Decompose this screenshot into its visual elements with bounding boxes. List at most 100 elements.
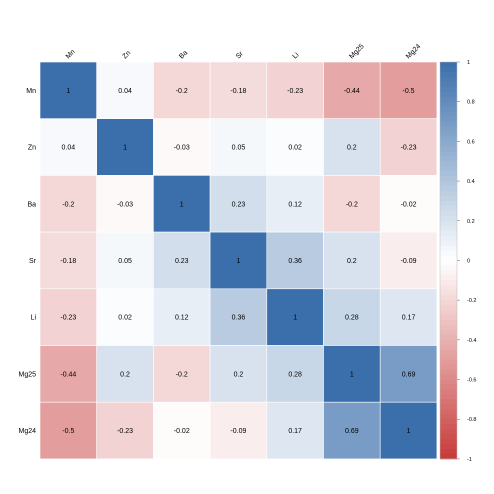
colorbar-segment <box>440 161 457 167</box>
heatmap-cell-ba-ba <box>153 175 211 233</box>
cell-value-label: -0.2 <box>62 201 74 208</box>
heatmap-cell-mg24-ba <box>153 401 211 460</box>
colorbar-segment <box>440 200 457 207</box>
row-label-mg24: Mg24 <box>18 428 36 435</box>
cell-value-label: 0.04 <box>118 88 132 95</box>
colorbar-segment <box>440 394 457 400</box>
colorbar-segment <box>440 225 457 232</box>
colorbar-tick-label: 0.4 <box>467 179 475 185</box>
colorbar-segment <box>440 429 457 435</box>
cell-value-label: 0.2 <box>234 371 244 378</box>
cell-value-label: 0.17 <box>288 428 302 435</box>
colorbar-segment <box>440 186 457 192</box>
colorbar-segment <box>440 235 457 242</box>
colorbar-segment <box>440 444 457 450</box>
cell-value-label: 1 <box>180 201 184 208</box>
cell-value-label: -0.23 <box>117 428 133 435</box>
colorbar-segment <box>440 121 457 127</box>
heatmap-cell-mg24-mg24 <box>379 401 438 460</box>
cell-value-label: 0.2 <box>347 145 357 152</box>
heatmap-cell-sr-mn <box>39 231 98 290</box>
colorbar-segment <box>440 71 457 78</box>
cell-value-label: 1 <box>293 315 297 322</box>
heatmap-cell-zn-mn <box>39 118 98 176</box>
cell-value-label: -0.23 <box>60 315 76 322</box>
column-label-sr: Sr <box>235 50 245 60</box>
heatmap-cell-mg25-mg24 <box>379 345 438 403</box>
colorbar-segment <box>440 131 457 137</box>
row-label-ba: Ba <box>27 201 36 208</box>
colorbar-segment <box>440 76 457 83</box>
heatmap-cell-ba-li <box>266 175 324 233</box>
heatmap-cell-zn-ba <box>153 118 211 176</box>
colorbar-tick-label: 1 <box>467 60 470 66</box>
colorbar-segment <box>440 379 457 385</box>
heatmap-cell-mg25-li <box>266 345 324 403</box>
cell-value-label: 0.2 <box>347 258 357 265</box>
cell-value-label: -0.23 <box>401 145 417 152</box>
heatmap-cell-mg25-sr <box>209 345 268 403</box>
column-label-mg24: Mg24 <box>405 43 422 60</box>
colorbar-segment <box>440 111 457 117</box>
cell-value-label: 0.23 <box>175 258 189 265</box>
colorbar-segment <box>440 310 457 316</box>
cell-value-label: 0.23 <box>232 201 246 208</box>
cell-value-label: 0.02 <box>288 145 302 152</box>
colorbar-tick-label: 0.6 <box>467 139 475 145</box>
colorbar-segment <box>440 399 457 405</box>
colorbar-segment <box>440 260 457 266</box>
colorbar-segment <box>440 404 457 410</box>
cell-value-label: 0.05 <box>118 258 132 265</box>
cell-value-label: -0.23 <box>287 88 303 95</box>
colorbar-segment <box>440 453 457 460</box>
row-labels: Mn Zn Ba Sr Li Mg25 Mg24 <box>18 88 36 435</box>
colorbar-segment <box>440 126 457 132</box>
cell-value-label: 1 <box>407 428 411 435</box>
colorbar-segment <box>440 409 457 415</box>
colorbar-segment <box>440 280 457 286</box>
cell-value-label: 0.36 <box>232 315 246 322</box>
colorbar-segment <box>440 166 457 172</box>
colorbar-segment <box>440 329 457 336</box>
colorbar-segment <box>440 151 457 157</box>
heatmap-cell-zn-li <box>266 118 324 176</box>
heatmap-cell-sr-mg24 <box>379 231 438 290</box>
colorbar-segment <box>440 324 457 331</box>
heatmap-cell-ba-zn <box>96 175 154 233</box>
colorbar-segment <box>440 448 457 455</box>
heatmap-cell-mn-li <box>266 61 324 120</box>
row-label-li: Li <box>31 315 37 322</box>
colorbar-segment <box>440 101 457 108</box>
colorbar-segment <box>440 255 457 261</box>
cell-value-label: -0.44 <box>344 88 360 95</box>
cell-value-label: 0.17 <box>402 315 416 322</box>
cell-value-label: 0.05 <box>232 145 246 152</box>
cell-value-label: 1 <box>66 88 70 95</box>
colorbar-segment <box>440 240 457 246</box>
colorbar-segment <box>440 285 457 291</box>
colorbar-segment <box>440 369 457 375</box>
heatmap-cell-sr-sr <box>209 231 268 290</box>
colorbar-segment <box>440 270 457 276</box>
colorbar-segment <box>440 176 457 182</box>
colorbar-segment <box>440 245 457 251</box>
colorbar-segment <box>440 62 457 68</box>
cell-value-label: -0.5 <box>403 88 415 95</box>
colorbar-segment <box>440 66 457 73</box>
colorbar-tick-label: -0.8 <box>467 417 476 423</box>
colorbar-tick-label: -0.6 <box>467 378 476 384</box>
row-label-mn: Mn <box>26 88 36 95</box>
colorbar-segment <box>440 171 457 177</box>
cell-value-label: -0.5 <box>62 428 74 435</box>
colorbar-segment <box>440 205 457 212</box>
colorbar-segment <box>440 434 457 440</box>
heatmap-cell-mn-mn <box>39 61 98 120</box>
colorbar-segment <box>440 419 457 425</box>
colorbar-segment <box>440 106 457 113</box>
heatmap-cell-zn-mg24 <box>379 118 438 176</box>
colorbar-segment <box>440 344 457 351</box>
heatmap-cell-li-mg24 <box>379 288 438 346</box>
column-label-mn: Mn <box>65 49 77 61</box>
colorbar-segment <box>440 354 457 361</box>
